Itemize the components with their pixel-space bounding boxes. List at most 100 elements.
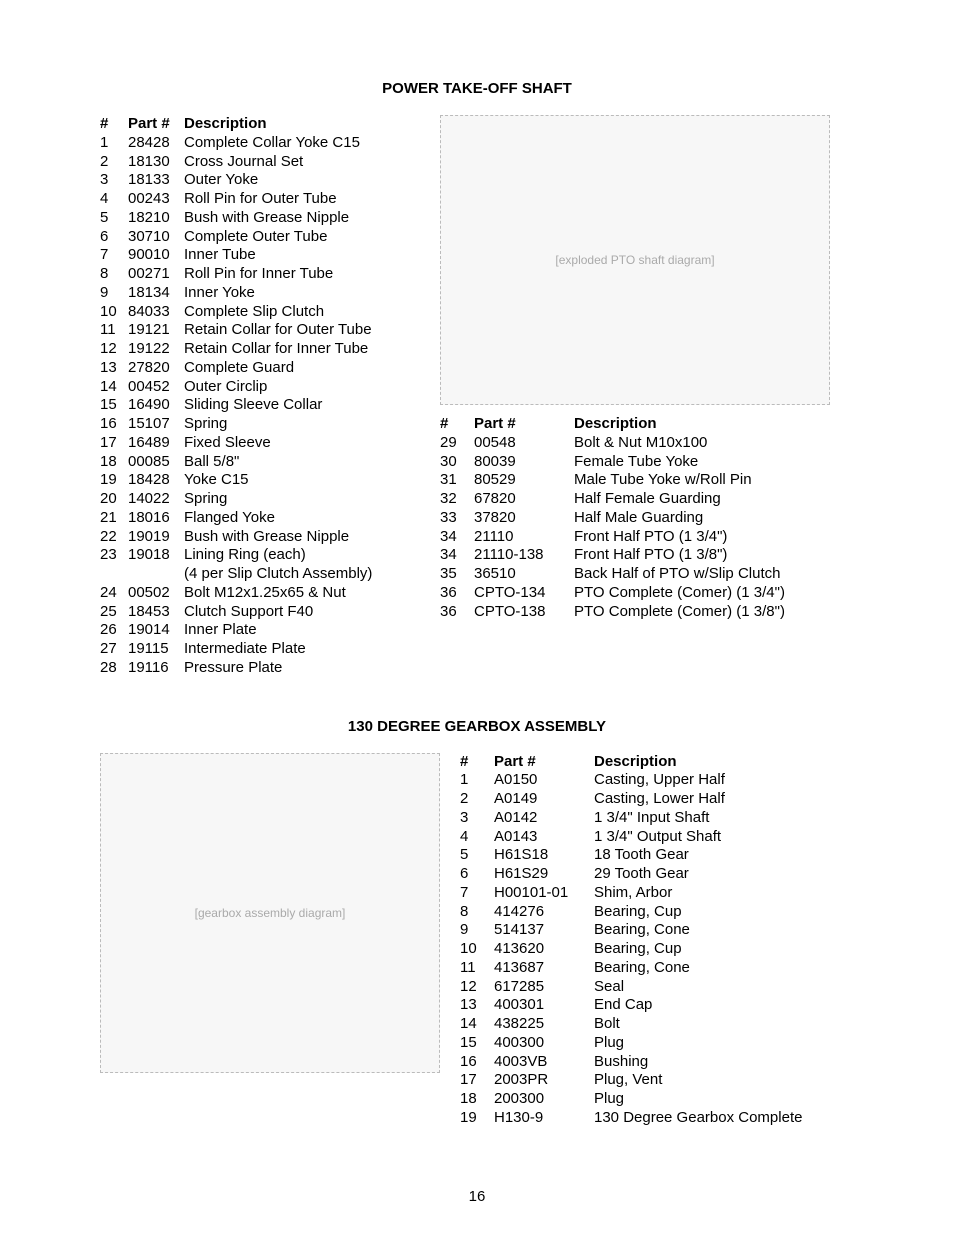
cell-num: 1 <box>100 134 128 153</box>
cell-desc: Complete Outer Tube <box>184 228 430 247</box>
cell-num: 27 <box>100 640 128 659</box>
table-row: 1119121Retain Collar for Outer Tube <box>100 321 430 340</box>
cell-num: 9 <box>460 921 494 940</box>
cell-part: 19018 <box>128 546 184 565</box>
cell-desc: Bush with Grease Nipple <box>184 528 430 547</box>
cell-num: 34 <box>440 528 474 547</box>
table-row: 2118016Flanged Yoke <box>100 509 430 528</box>
table-row: 13400301End Cap <box>460 996 812 1015</box>
cell-desc: Back Half of PTO w/Slip Clutch <box>574 565 854 584</box>
cell-desc: PTO Complete (Comer) (1 3/8") <box>574 603 854 622</box>
header-num: # <box>100 115 128 134</box>
cell-part: 14022 <box>128 490 184 509</box>
table-header-row: # Part # Description <box>100 115 430 134</box>
cell-num: 7 <box>460 884 494 903</box>
table-row: 8414276Bearing, Cup <box>460 903 812 922</box>
cell-num: 18 <box>460 1090 494 1109</box>
cell-part: 617285 <box>494 978 594 997</box>
table-row: 3421110Front Half PTO (1 3/4") <box>440 528 854 547</box>
cell-desc: Plug, Vent <box>594 1071 812 1090</box>
cell-desc: Fixed Sleeve <box>184 434 430 453</box>
cell-part: 18130 <box>128 153 184 172</box>
cell-desc: Inner Plate <box>184 621 430 640</box>
cell-part: 90010 <box>128 246 184 265</box>
right-column: [exploded PTO shaft diagram] # Part # De… <box>440 115 854 678</box>
table-row: 1084033Complete Slip Clutch <box>100 303 430 322</box>
table-row: 218130Cross Journal Set <box>100 153 430 172</box>
table-row: 1716489Fixed Sleeve <box>100 434 430 453</box>
table-row: 4A01431 3/4" Output Shaft <box>460 828 812 847</box>
cell-desc: Cross Journal Set <box>184 153 430 172</box>
cell-desc: Casting, Upper Half <box>594 771 812 790</box>
cell-part: 21110 <box>474 528 574 547</box>
cell-part: 80039 <box>474 453 574 472</box>
table-row: 12617285Seal <box>460 978 812 997</box>
table-row: 3337820Half Male Guarding <box>440 509 854 528</box>
table-row: 10413620Bearing, Cup <box>460 940 812 959</box>
cell-num: 4 <box>100 190 128 209</box>
cell-part: 400301 <box>494 996 594 1015</box>
left-parts-table: # Part # Description 128428Complete Coll… <box>100 115 430 678</box>
table-row: 36CPTO-138PTO Complete (Comer) (1 3/8") <box>440 603 854 622</box>
cell-part: 18016 <box>128 509 184 528</box>
cell-desc: Plug <box>594 1034 812 1053</box>
table-row: (4 per Slip Clutch Assembly) <box>100 565 430 584</box>
cell-num: 3 <box>460 809 494 828</box>
table-row: 3080039Female Tube Yoke <box>440 453 854 472</box>
table-row: 630710Complete Outer Tube <box>100 228 430 247</box>
cell-num: 14 <box>100 378 128 397</box>
section1: # Part # Description 128428Complete Coll… <box>100 115 854 678</box>
cell-desc: Retain Collar for Inner Tube <box>184 340 430 359</box>
cell-desc: Ball 5/8" <box>184 453 430 472</box>
cell-part: 2003PR <box>494 1071 594 1090</box>
cell-num: 34 <box>440 546 474 565</box>
table-row: 518210Bush with Grease Nipple <box>100 209 430 228</box>
cell-num: 31 <box>440 471 474 490</box>
cell-desc: End Cap <box>594 996 812 1015</box>
cell-part: 414276 <box>494 903 594 922</box>
table-row: 1219122Retain Collar for Inner Tube <box>100 340 430 359</box>
table-row: 9514137Bearing, Cone <box>460 921 812 940</box>
cell-desc: Sliding Sleeve Collar <box>184 396 430 415</box>
cell-part: 19121 <box>128 321 184 340</box>
cell-part: 84033 <box>128 303 184 322</box>
cell-part: H61S29 <box>494 865 594 884</box>
table-row: 2400502Bolt M12x1.25x65 & Nut <box>100 584 430 603</box>
cell-num: 4 <box>460 828 494 847</box>
gearbox-parts-table: # Part # Description 1A0150Casting, Uppe… <box>460 753 812 1128</box>
cell-desc: 29 Tooth Gear <box>594 865 812 884</box>
cell-desc: Bolt M12x1.25x65 & Nut <box>184 584 430 603</box>
table-row: 3267820Half Female Guarding <box>440 490 854 509</box>
cell-desc: 1 3/4" Input Shaft <box>594 809 812 828</box>
header-num: # <box>460 753 494 772</box>
table-row: 5H61S1818 Tooth Gear <box>460 846 812 865</box>
section2-title: 130 DEGREE GEARBOX ASSEMBLY <box>100 718 854 735</box>
cell-num <box>100 565 128 584</box>
cell-part: 18428 <box>128 471 184 490</box>
header-desc: Description <box>574 415 854 434</box>
cell-desc: Retain Collar for Outer Tube <box>184 321 430 340</box>
table-row: 2619014Inner Plate <box>100 621 430 640</box>
header-desc: Description <box>184 115 430 134</box>
cell-desc: Inner Tube <box>184 246 430 265</box>
cell-part: H00101-01 <box>494 884 594 903</box>
table-row: 2719115Intermediate Plate <box>100 640 430 659</box>
cell-num: 6 <box>460 865 494 884</box>
cell-num: 22 <box>100 528 128 547</box>
table-row: 3180529Male Tube Yoke w/Roll Pin <box>440 471 854 490</box>
cell-num: 15 <box>460 1034 494 1053</box>
cell-num: 8 <box>460 903 494 922</box>
cell-part: CPTO-134 <box>474 584 574 603</box>
cell-part: 19116 <box>128 659 184 678</box>
cell-num: 15 <box>100 396 128 415</box>
gearbox-diagram: [gearbox assembly diagram] <box>100 753 440 1073</box>
cell-num: 25 <box>100 603 128 622</box>
cell-part: 00271 <box>128 265 184 284</box>
header-num: # <box>440 415 474 434</box>
table-row: 1A0150Casting, Upper Half <box>460 771 812 790</box>
cell-part: 4003VB <box>494 1053 594 1072</box>
cell-desc: Shim, Arbor <box>594 884 812 903</box>
table-row: 1918428Yoke C15 <box>100 471 430 490</box>
table-row: 2518453Clutch Support F40 <box>100 603 430 622</box>
cell-desc: Spring <box>184 490 430 509</box>
